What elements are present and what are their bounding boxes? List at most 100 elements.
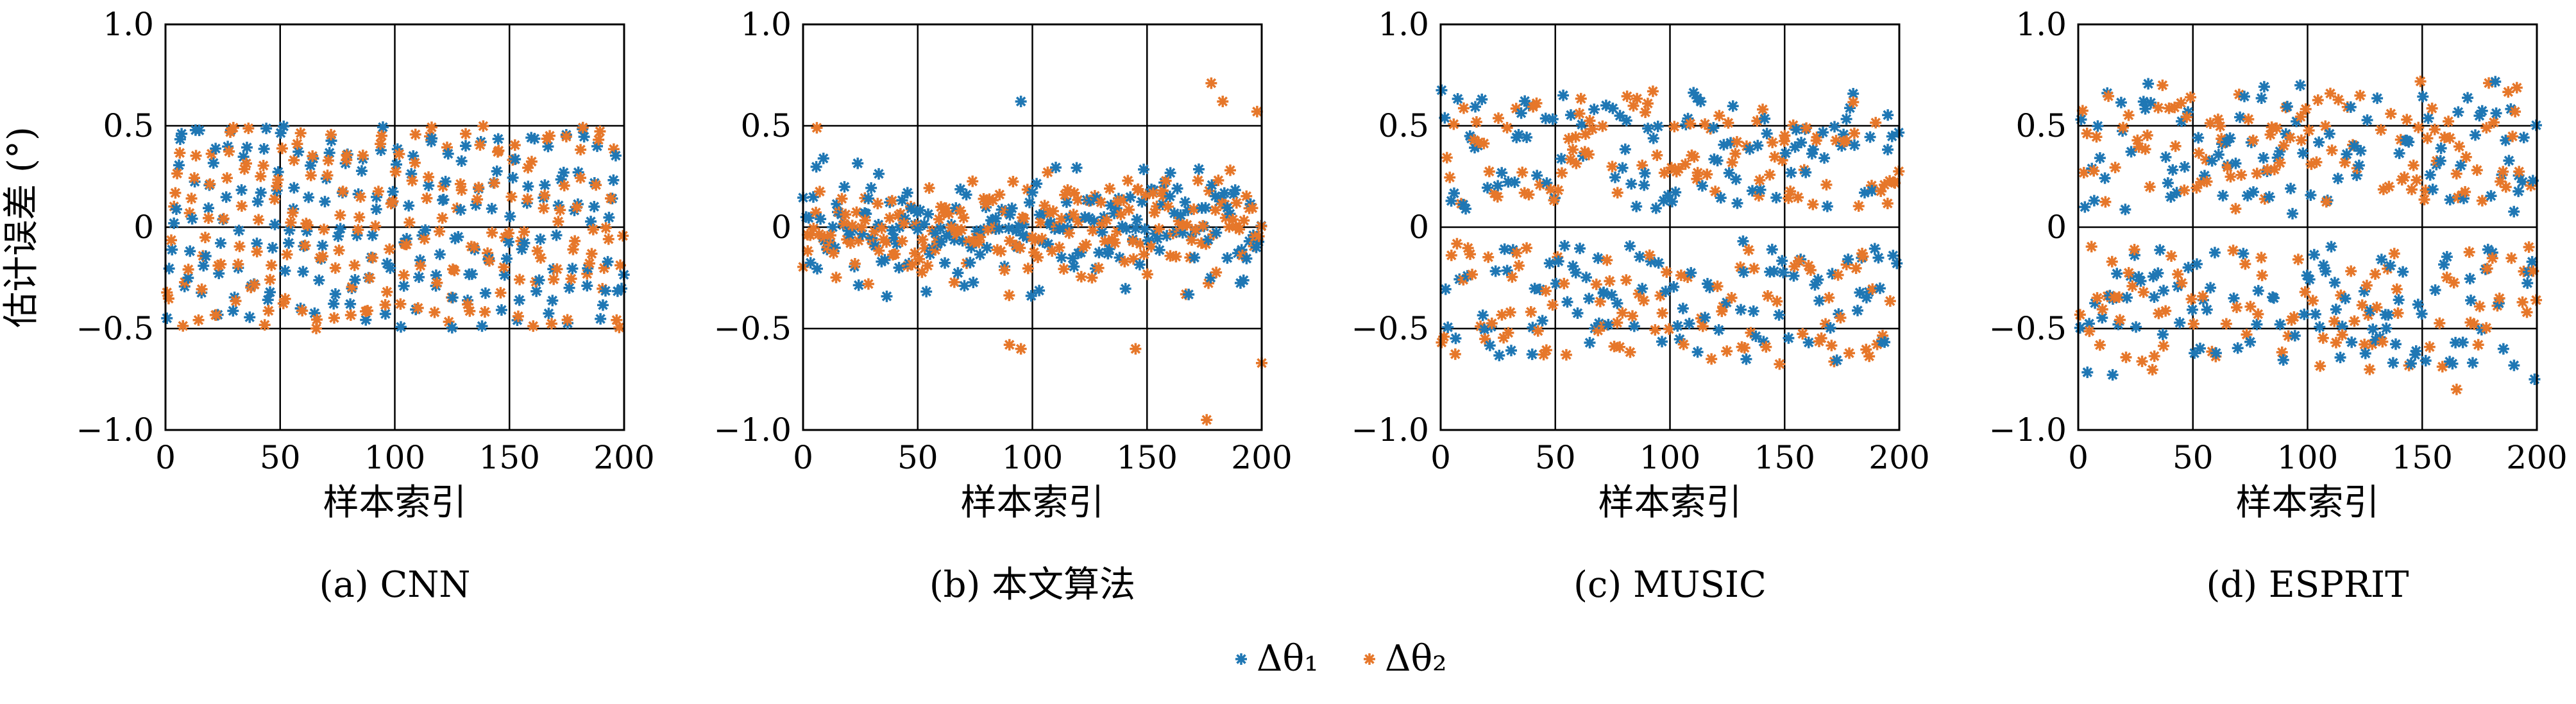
data-point (602, 210, 616, 225)
data-point (586, 222, 600, 237)
data-point (2251, 307, 2266, 322)
data-point (1182, 288, 1196, 302)
data-point (513, 272, 527, 287)
data-point (824, 228, 838, 243)
data-point (992, 187, 1007, 202)
data-point (536, 201, 551, 216)
data-point (164, 233, 178, 247)
data-point (1781, 331, 1796, 345)
data-point (1750, 139, 1765, 153)
data-point (1488, 264, 1503, 279)
data-point (2191, 130, 2205, 145)
data-point (1668, 185, 1682, 200)
data-point (485, 225, 499, 240)
data-point (1013, 94, 1028, 108)
data-point (267, 218, 282, 232)
data-point (557, 178, 572, 193)
data-point (1738, 341, 1752, 355)
data-point (2114, 96, 2128, 110)
data-point (1646, 131, 1661, 146)
data-point (1551, 183, 1565, 198)
data-point (266, 241, 280, 255)
data-point (257, 142, 271, 156)
x-tick-label: 0 (793, 439, 813, 476)
data-point (1551, 254, 1566, 268)
data-point (2090, 119, 2105, 133)
data-point (1629, 200, 1643, 214)
data-point (467, 240, 481, 254)
data-point (2443, 131, 2457, 145)
data-point (2335, 328, 2350, 342)
data-point (1613, 339, 1627, 354)
data-point (2446, 275, 2461, 290)
data-point (593, 124, 607, 139)
data-point (376, 120, 390, 134)
data-point (2333, 350, 2348, 365)
data-point (454, 154, 469, 168)
data-point (1022, 195, 1037, 210)
data-point (2409, 173, 2424, 187)
data-point (1117, 254, 1132, 269)
data-point (320, 168, 335, 182)
data-point (2135, 354, 2149, 368)
data-point (2151, 266, 2165, 280)
data-point (216, 212, 231, 226)
data-point (2303, 188, 2318, 202)
data-point (479, 286, 493, 300)
data-point (545, 293, 560, 308)
data-point (1827, 119, 1842, 134)
data-point (1013, 241, 1027, 255)
data-point (1776, 265, 1791, 280)
data-point (396, 279, 411, 293)
data-point (1052, 240, 1067, 255)
data-point (326, 296, 341, 311)
data-point (1822, 291, 1836, 305)
data-point (220, 171, 234, 185)
data-point (453, 203, 468, 217)
x-tick-label: 0 (2068, 439, 2089, 476)
data-point (257, 318, 272, 332)
data-point (1209, 265, 1223, 280)
data-point (1470, 115, 1484, 129)
data-point (980, 241, 994, 255)
data-point (259, 121, 273, 135)
data-point (1002, 288, 1017, 302)
data-point (1799, 165, 1813, 180)
data-point (487, 176, 502, 190)
data-point (2199, 175, 2214, 189)
data-point (1049, 160, 1063, 175)
data-point (2238, 257, 2253, 271)
x-tick-label: 150 (479, 439, 540, 476)
data-point (1721, 116, 1736, 130)
data-point (963, 255, 978, 270)
data-point (1228, 183, 1242, 197)
data-point (517, 236, 532, 250)
data-point (181, 262, 196, 277)
data-point (2425, 101, 2439, 116)
data-point (2228, 202, 2243, 216)
data-point (1819, 178, 1834, 192)
data-point (365, 228, 380, 243)
data-point (1217, 186, 1232, 200)
data-point (1714, 191, 1728, 205)
data-point (1198, 201, 1213, 215)
data-point (2080, 365, 2095, 379)
data-point (2145, 363, 2160, 377)
data-point (1684, 266, 1698, 280)
data-point (493, 286, 508, 300)
data-point (534, 251, 548, 265)
data-point (851, 278, 866, 293)
data-point (1784, 166, 1799, 180)
data-point (1079, 237, 1093, 252)
x-tick-label: 100 (1002, 439, 1063, 476)
data-point (556, 166, 571, 180)
data-point (1557, 239, 1572, 253)
data-point (888, 247, 902, 261)
data-point (604, 191, 618, 205)
data-point (2480, 261, 2495, 276)
data-point (301, 190, 316, 205)
data-point (1711, 323, 1726, 337)
data-point (1632, 250, 1647, 264)
data-point (2425, 182, 2440, 196)
data-point (2165, 163, 2180, 177)
